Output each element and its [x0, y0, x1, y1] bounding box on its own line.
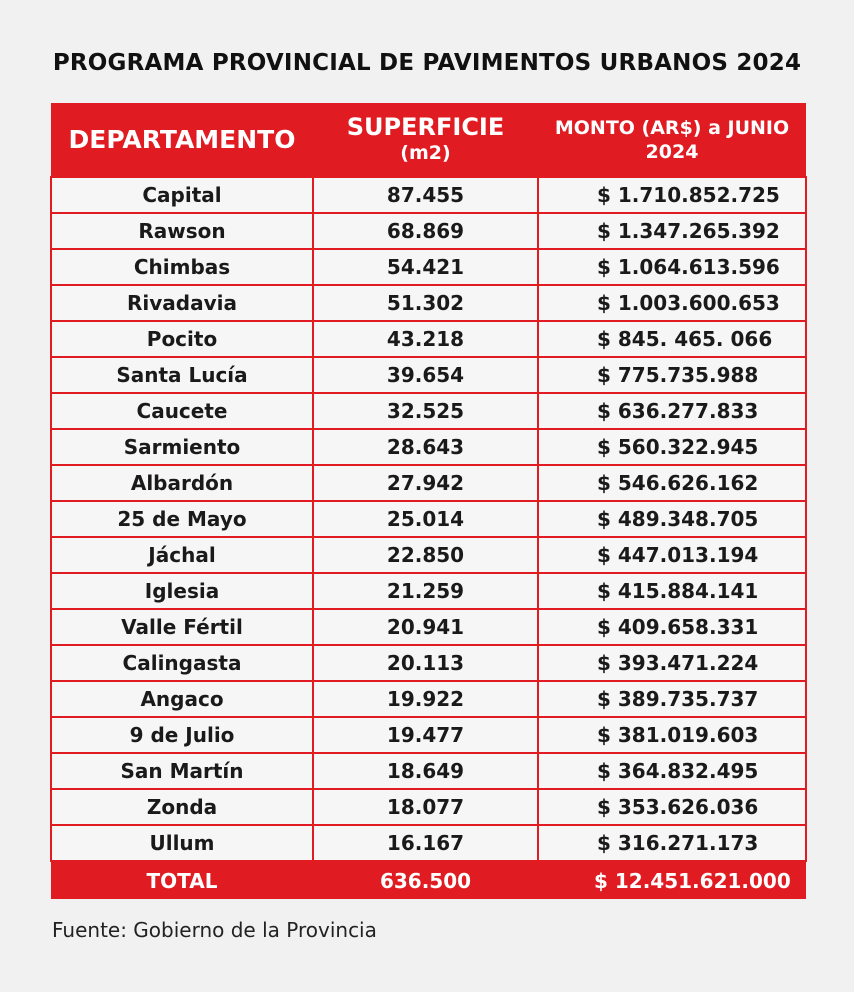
cell-departamento: Ullum [50, 824, 314, 862]
cell-superficie: 32.525 [312, 392, 539, 430]
cell-departamento: San Martín [50, 752, 314, 790]
pavement-table: DEPARTAMENTO SUPERFICIE (m2) MONTO (AR$)… [50, 103, 807, 899]
cell-superficie: 87.455 [312, 176, 539, 214]
cell-monto: $ 364.832.495 [537, 752, 807, 790]
total-superficie: 636.500 [313, 861, 538, 899]
total-monto: $ 12.451.621.000 [538, 861, 806, 899]
cell-monto: $ 1.064.613.596 [537, 248, 807, 286]
cell-monto: $ 845. 465. 066 [537, 320, 807, 358]
monto-label-line2: 2024 [645, 140, 699, 163]
table-row: 9 de Julio 19.477 $ 381.019.603 [50, 716, 807, 754]
cell-superficie: 22.850 [312, 536, 539, 574]
cell-superficie: 20.941 [312, 608, 539, 646]
table-footer: TOTAL 636.500 $ 12.451.621.000 [51, 861, 806, 899]
table-row: Santa Lucía 39.654 $ 775.735.988 [50, 356, 807, 394]
page-title: PROGRAMA PROVINCIAL DE PAVIMENTOS URBANO… [52, 50, 802, 76]
cell-departamento: Albardón [50, 464, 314, 502]
table-row: San Martín 18.649 $ 364.832.495 [50, 752, 807, 790]
cell-superficie: 25.014 [312, 500, 539, 538]
cell-superficie: 18.077 [312, 788, 539, 826]
table-row: Angaco 19.922 $ 389.735.737 [50, 680, 807, 718]
monto-label-line1: MONTO (AR$) a JUNIO [554, 116, 790, 139]
cell-superficie: 18.649 [312, 752, 539, 790]
table-body: Capital 87.455 $ 1.710.852.725 Rawson 68.86… [50, 176, 807, 862]
cell-departamento: Jáchal [50, 536, 314, 574]
cell-monto: $ 447.013.194 [537, 536, 807, 574]
cell-departamento: Iglesia [50, 572, 314, 610]
cell-departamento: Capital [50, 176, 314, 214]
table-row: Sarmiento 28.643 $ 560.322.945 [50, 428, 807, 466]
table-row: Zonda 18.077 $ 353.626.036 [50, 788, 807, 826]
cell-departamento: Santa Lucía [50, 356, 314, 394]
cell-departamento: Rivadavia [50, 284, 314, 322]
cell-departamento: Chimbas [50, 248, 314, 286]
cell-superficie: 43.218 [312, 320, 539, 358]
total-label: TOTAL [51, 861, 313, 899]
table-row: Albardón 27.942 $ 546.626.162 [50, 464, 807, 502]
cell-superficie: 39.654 [312, 356, 539, 394]
source-note: Fuente: Gobierno de la Provincia [52, 918, 377, 942]
superficie-label: SUPERFICIE [346, 112, 505, 141]
cell-monto: $ 316.271.173 [537, 824, 807, 862]
cell-monto: $ 775.735.988 [537, 356, 807, 394]
table-row: Capital 87.455 $ 1.710.852.725 [50, 176, 807, 214]
cell-monto: $ 353.626.036 [537, 788, 807, 826]
cell-superficie: 27.942 [312, 464, 539, 502]
cell-monto: $ 1.347.265.392 [537, 212, 807, 250]
cell-departamento: Rawson [50, 212, 314, 250]
total-row: TOTAL 636.500 $ 12.451.621.000 [51, 861, 806, 899]
cell-departamento: 9 de Julio [50, 716, 314, 754]
cell-departamento: Calingasta [50, 644, 314, 682]
cell-monto: $ 546.626.162 [537, 464, 807, 502]
table-row: Jáchal 22.850 $ 447.013.194 [50, 536, 807, 574]
table-row: Valle Fértil 20.941 $ 409.658.331 [50, 608, 807, 646]
cell-monto: $ 389.735.737 [537, 680, 807, 718]
table-row: Pocito 43.218 $ 845. 465. 066 [50, 320, 807, 358]
cell-superficie: 68.869 [312, 212, 539, 250]
cell-superficie: 16.167 [312, 824, 539, 862]
cell-departamento: Zonda [50, 788, 314, 826]
cell-monto: $ 409.658.331 [537, 608, 807, 646]
cell-monto: $ 393.471.224 [537, 644, 807, 682]
cell-departamento: Angaco [50, 680, 314, 718]
cell-monto: $ 381.019.603 [537, 716, 807, 754]
cell-superficie: 28.643 [312, 428, 539, 466]
cell-superficie: 20.113 [312, 644, 539, 682]
cell-superficie: 19.477 [312, 716, 539, 754]
table-row: Calingasta 20.113 $ 393.471.224 [50, 644, 807, 682]
cell-superficie: 54.421 [312, 248, 539, 286]
cell-monto: $ 636.277.833 [537, 392, 807, 430]
table-row: 25 de Mayo 25.014 $ 489.348.705 [50, 500, 807, 538]
cell-departamento: 25 de Mayo [50, 500, 314, 538]
column-header-departamento: DEPARTAMENTO [51, 103, 313, 177]
cell-departamento: Caucete [50, 392, 314, 430]
column-header-superficie: SUPERFICIE (m2) [313, 103, 538, 177]
table-row: Iglesia 21.259 $ 415.884.141 [50, 572, 807, 610]
table-row: Rawson 68.869 $ 1.347.265.392 [50, 212, 807, 250]
cell-monto: $ 489.348.705 [537, 500, 807, 538]
cell-superficie: 19.922 [312, 680, 539, 718]
table-row: Ullum 16.167 $ 316.271.173 [50, 824, 807, 862]
cell-departamento: Valle Fértil [50, 608, 314, 646]
superficie-unit: (m2) [400, 141, 451, 164]
cell-superficie: 51.302 [312, 284, 539, 322]
cell-departamento: Sarmiento [50, 428, 314, 466]
table-row: Rivadavia 51.302 $ 1.003.600.653 [50, 284, 807, 322]
table-row: Chimbas 54.421 $ 1.064.613.596 [50, 248, 807, 286]
cell-monto: $ 1.003.600.653 [537, 284, 807, 322]
cell-monto: $ 1.710.852.725 [537, 176, 807, 214]
cell-monto: $ 415.884.141 [537, 572, 807, 610]
cell-departamento: Pocito [50, 320, 314, 358]
table-row: Caucete 32.525 $ 636.277.833 [50, 392, 807, 430]
cell-monto: $ 560.322.945 [537, 428, 807, 466]
column-header-monto: MONTO (AR$) a JUNIO 2024 [538, 103, 806, 177]
cell-superficie: 21.259 [312, 572, 539, 610]
table-header: DEPARTAMENTO SUPERFICIE (m2) MONTO (AR$)… [51, 103, 806, 177]
